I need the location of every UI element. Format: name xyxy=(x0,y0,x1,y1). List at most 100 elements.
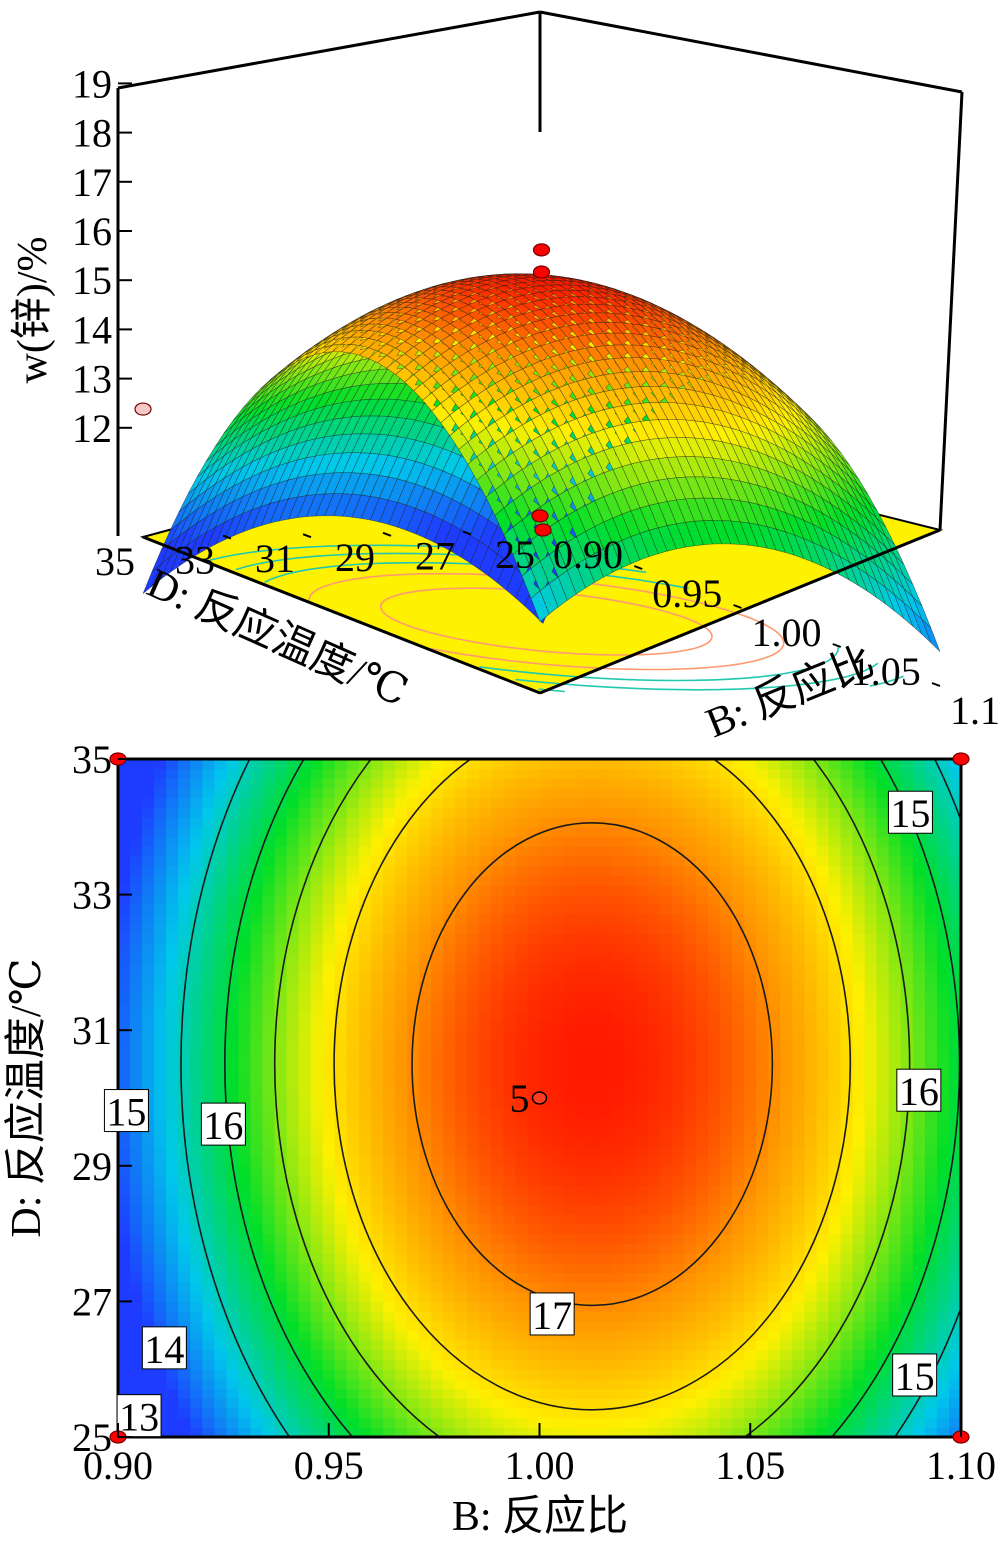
heatmap-cell xyxy=(238,884,252,896)
heatmap-cell xyxy=(407,1068,420,1080)
b-tick-mark-3d xyxy=(633,565,643,570)
heatmap-cell xyxy=(358,1136,372,1148)
heatmap-cell xyxy=(262,943,276,954)
heatmap-cell xyxy=(298,991,312,1002)
heatmap-cell xyxy=(515,991,529,1002)
heatmap-cell xyxy=(479,1078,492,1089)
heatmap-cell xyxy=(527,1398,541,1409)
heatmap-cell xyxy=(611,1049,625,1060)
heatmap-cell xyxy=(286,943,300,954)
heatmap-cell xyxy=(178,1272,191,1283)
heatmap-cell xyxy=(346,943,360,954)
heatmap-cell xyxy=(599,1291,613,1302)
heatmap-cell xyxy=(226,875,240,886)
heatmap-cell xyxy=(503,962,517,973)
heatmap-cell xyxy=(563,1349,577,1361)
heatmap-cell xyxy=(370,1146,384,1157)
heatmap-cell xyxy=(443,768,456,779)
heatmap-cell xyxy=(322,1030,336,1041)
heatmap-cell xyxy=(286,1107,300,1118)
heatmap-cell xyxy=(382,1117,396,1128)
heatmap-cell xyxy=(214,1378,227,1390)
heatmap-cell xyxy=(286,1262,300,1273)
heatmap-cell xyxy=(575,836,589,847)
heatmap-cell xyxy=(394,1282,408,1293)
heatmap-cell xyxy=(407,1010,420,1022)
heatmap-cell xyxy=(382,1252,396,1264)
heatmap-cell xyxy=(551,1398,565,1409)
heatmap-cell xyxy=(563,943,577,954)
heatmap-cell xyxy=(358,1098,372,1109)
heatmap-cell xyxy=(491,1175,504,1186)
heatmap-cell xyxy=(527,1243,541,1254)
heatmap-cell xyxy=(431,1330,444,1341)
heatmap-cell xyxy=(419,1417,432,1428)
heatmap-cell xyxy=(274,855,288,867)
heatmap-cell xyxy=(419,1175,432,1186)
heatmap-cell xyxy=(382,817,396,828)
heatmap-cell xyxy=(407,894,420,905)
heatmap-cell xyxy=(455,904,468,915)
heatmap-cell xyxy=(551,778,565,789)
heatmap-cell xyxy=(539,1039,553,1051)
heatmap-cell xyxy=(539,894,553,905)
heatmap-cell xyxy=(286,1272,300,1283)
heatmap-cell xyxy=(346,1156,360,1167)
heatmap-cell xyxy=(575,1233,589,1244)
heatmap-cell xyxy=(226,1175,240,1186)
heatmap-cell xyxy=(226,1204,240,1215)
heatmap-cell xyxy=(322,1039,336,1051)
heatmap-cell xyxy=(455,1098,468,1109)
heatmap-cell xyxy=(262,1243,276,1254)
heatmap-cell xyxy=(431,1020,444,1031)
heatmap-cell xyxy=(346,904,360,915)
heatmap-cell xyxy=(479,894,492,905)
heatmap-cell xyxy=(322,991,336,1002)
heatmap-cell xyxy=(599,1340,613,1351)
heatmap-cell xyxy=(491,1117,504,1128)
heatmap-cell xyxy=(154,1127,167,1138)
heatmap-cell xyxy=(118,807,131,818)
heatmap-cell xyxy=(394,884,408,896)
heatmap-cell xyxy=(166,1369,179,1380)
heatmap-cell xyxy=(166,943,179,954)
heatmap-cell xyxy=(214,1359,227,1370)
heatmap-cell xyxy=(346,1117,360,1128)
heatmap-cell xyxy=(611,1156,625,1167)
heatmap-cell xyxy=(250,1311,264,1322)
heatmap-cell xyxy=(358,797,372,809)
heatmap-cell xyxy=(214,1039,227,1051)
heatmap-cell xyxy=(310,1068,324,1080)
heatmap-cell xyxy=(467,1156,480,1167)
heatmap-cell xyxy=(515,797,529,809)
heatmap-cell xyxy=(346,884,360,896)
heatmap-cell xyxy=(382,1030,396,1041)
heatmap-cell xyxy=(370,1068,384,1080)
heatmap-cell xyxy=(166,1020,179,1031)
heatmap-cell xyxy=(154,1311,167,1322)
heatmap-cell xyxy=(166,826,179,838)
heatmap-cell xyxy=(587,1214,601,1225)
heatmap-cell xyxy=(431,884,444,896)
heatmap-cell xyxy=(262,894,276,905)
heatmap-cell xyxy=(563,1272,577,1283)
heatmap-cell xyxy=(382,1369,396,1380)
heatmap-cell xyxy=(250,884,264,896)
heatmap-cell xyxy=(467,1039,480,1051)
heatmap-cell xyxy=(118,1185,131,1196)
heatmap-cell xyxy=(334,1359,348,1370)
heatmap-cell xyxy=(238,1243,252,1254)
heatmap-cell xyxy=(166,1068,179,1080)
heatmap-cell xyxy=(154,1049,167,1060)
heatmap-cell xyxy=(250,865,264,876)
heatmap-cell xyxy=(419,826,432,838)
heatmap-cell xyxy=(539,1243,553,1254)
heatmap-cell xyxy=(431,1204,444,1215)
heatmap-cell xyxy=(322,933,336,944)
heatmap-cell xyxy=(431,1262,444,1273)
heatmap-cell xyxy=(599,1311,613,1322)
heatmap-cell xyxy=(202,759,215,770)
heatmap-cell xyxy=(527,1117,541,1128)
heatmap-cell xyxy=(358,1146,372,1157)
heatmap-cell xyxy=(358,1156,372,1167)
